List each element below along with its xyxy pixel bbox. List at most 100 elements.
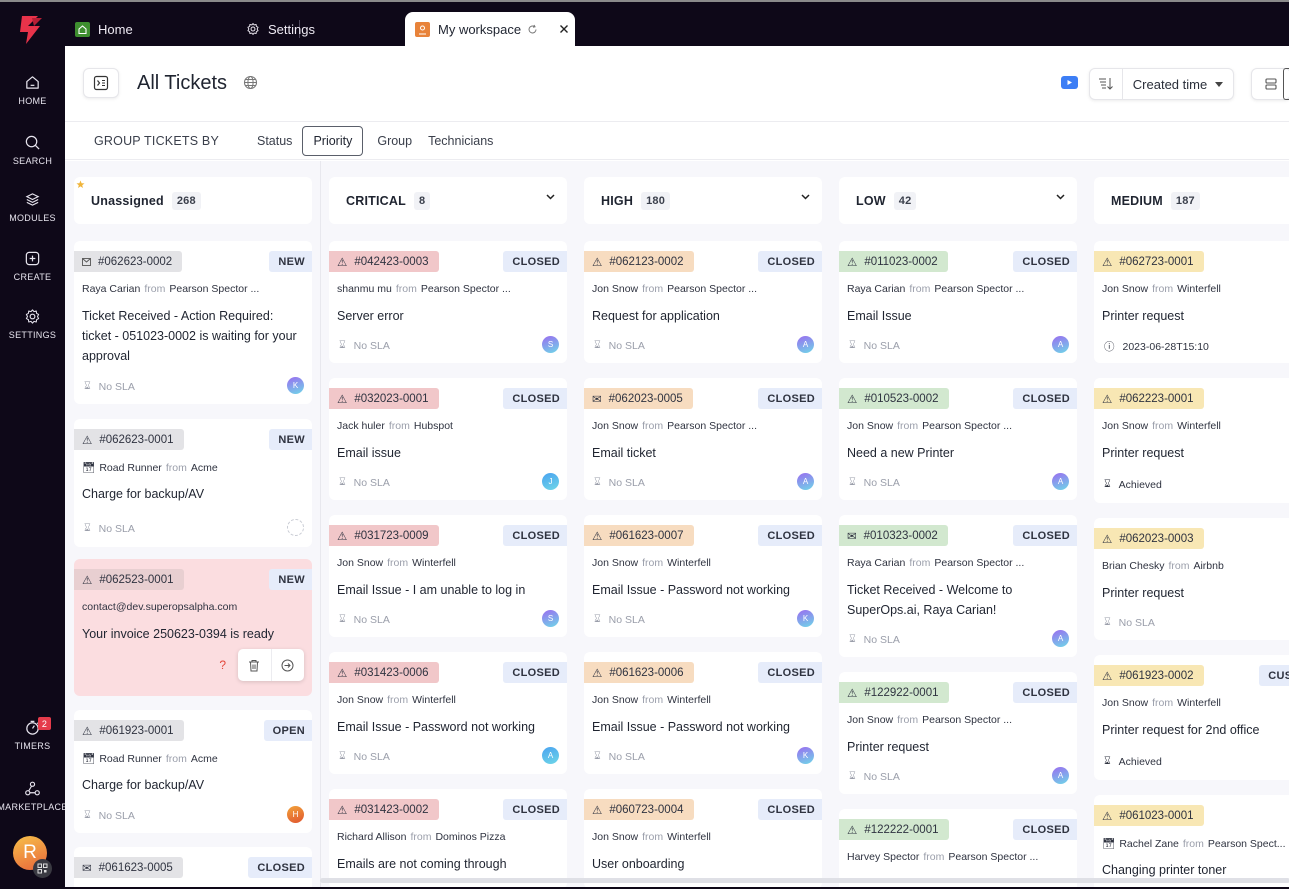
refresh-icon[interactable] <box>527 24 538 35</box>
ticket-card[interactable]: ⚠ #122922-0001 CLOSED Jon Snow from Pearson… <box>839 672 1077 794</box>
rail-item-create[interactable]: CREATE <box>0 250 65 282</box>
ticket-id-chip[interactable]: ⚠ #062623-0001 <box>74 429 184 450</box>
technician-avatar[interactable]: S <box>542 336 559 353</box>
technician-avatar[interactable]: A <box>1052 336 1069 353</box>
sort-direction-button[interactable] <box>1090 69 1123 99</box>
chevron-down-icon[interactable] <box>1056 194 1065 200</box>
ticket-id-chip[interactable]: ✉ #010323-0002 <box>839 525 948 546</box>
ticket-id-chip[interactable]: ⚠ #122922-0001 <box>839 682 949 703</box>
sort-field-select[interactable]: Created time <box>1123 77 1233 92</box>
ticket-card[interactable]: ⚠ #062123-0002 CLOSED Jon Snow from Pearson… <box>584 241 822 363</box>
ticket-card[interactable]: ⚠ #061623-0007 CLOSED Jon Snow from Winterf… <box>584 515 822 637</box>
ticket-card[interactable]: ⚠ #031423-0002 CLOSED Richard Allison from… <box>329 789 567 887</box>
ticket-card[interactable]: ⚠ #011023-0002 CLOSED Raya Carian from Pear… <box>839 241 1077 363</box>
ticket-id-chip[interactable]: ⚠ #061623-0007 <box>584 525 694 546</box>
technician-avatar[interactable]: S <box>542 610 559 627</box>
ticket-card[interactable]: ⚠ #062723-0001 Jon Snow from Winterfell Pri… <box>1094 241 1289 363</box>
rail-item-marketplace[interactable]: MARKETPLACE <box>0 780 67 812</box>
open-ticket-button[interactable] <box>272 649 305 681</box>
ticket-id-chip[interactable]: ⚠ #122222-0001 <box>839 819 949 840</box>
ticket-id-chip[interactable]: ⚠ #042423-0003 <box>329 251 439 272</box>
view-toggle-button[interactable] <box>1251 68 1289 100</box>
tab-my-workspace[interactable]: My workspace <box>405 12 575 46</box>
tab-settings[interactable]: Settings <box>245 12 315 46</box>
ticket-card[interactable]: ⚠ #062623-0001 NEW 📅︎ Road Runner from Acme… <box>74 419 312 547</box>
horizontal-scrollbar[interactable] <box>320 878 1289 883</box>
video-tutorial-icon[interactable] <box>1061 76 1078 89</box>
toggle-sidebar-button[interactable] <box>83 68 119 98</box>
technician-avatar[interactable]: A <box>1052 630 1069 647</box>
qr-code-icon[interactable] <box>33 859 52 878</box>
delete-button[interactable] <box>238 649 272 681</box>
technician-avatar[interactable]: A <box>797 336 814 353</box>
rail-item-modules[interactable]: MODULES <box>0 191 65 223</box>
ticket-id-chip[interactable]: ⚠ #032023-0001 <box>329 388 439 409</box>
ticket-card[interactable]: ✉ #061623-0005 CLOSED <box>74 847 312 887</box>
technician-avatar[interactable]: K <box>797 747 814 764</box>
help-icon[interactable]: ? <box>219 658 226 672</box>
ticket-card[interactable]: ⚠ #010523-0002 CLOSED Jon Snow from Pearson… <box>839 378 1077 500</box>
globe-icon[interactable] <box>243 75 258 90</box>
ticket-card[interactable]: ⚠ #031423-0006 CLOSED Jon Snow from Winterf… <box>329 652 567 774</box>
ticket-card[interactable]: #062623-0002 NEW Raya Carian from Pearson … <box>74 241 312 404</box>
ticket-id-chip[interactable]: ✉ #062023-0005 <box>584 388 693 409</box>
rail-item-search[interactable]: SEARCH <box>0 134 65 166</box>
technician-avatar[interactable]: H <box>287 806 304 823</box>
chevron-down-icon[interactable] <box>546 194 555 200</box>
ticket-card[interactable]: ⚠ #061623-0006 CLOSED Jon Snow from Winterf… <box>584 652 822 774</box>
plus-square-icon <box>25 251 40 266</box>
ticket-id-chip[interactable]: ⚠ #010523-0002 <box>839 388 949 409</box>
ticket-card[interactable]: ✉ #062023-0005 CLOSED Jon Snow from Pearson… <box>584 378 822 500</box>
technician-avatar[interactable]: J <box>542 473 559 490</box>
ticket-card[interactable]: ⚠#061023-0001 C 📅︎Rachel ZanefromPearson… <box>1094 795 1289 887</box>
ticket-id-chip[interactable]: ⚠ #031423-0006 <box>329 662 439 683</box>
board-view-button[interactable] <box>1283 68 1289 100</box>
ticket-card[interactable]: ✉ #010323-0002 CLOSED Raya Carian from Pear… <box>839 515 1077 657</box>
technician-avatar[interactable]: A <box>797 473 814 490</box>
ticket-id-chip[interactable]: ⚠ #031423-0002 <box>329 799 439 820</box>
technician-avatar[interactable]: A <box>1052 767 1069 784</box>
ticket-id-chip[interactable]: ⚠ #061023-0001 <box>1094 805 1204 826</box>
ticket-card[interactable]: ⚠ #061923-0001 OPEN 📅︎ Road Runner from Acm… <box>74 710 312 833</box>
ticket-id-chip[interactable]: ⚠ #062723-0001 <box>1094 251 1204 272</box>
ticket-card[interactable]: ⚠ #042423-0003 CLOSED shanmu mu from Pearso… <box>329 241 567 363</box>
ticket-subject: Email Issue - I am unable to log in <box>337 583 526 597</box>
technician-avatar[interactable]: K <box>797 610 814 627</box>
rail-item-settings[interactable]: SETTINGS <box>0 308 65 340</box>
assign-technician-button[interactable] <box>287 519 304 536</box>
ticket-subject: Ticket Received - Action Required: ticke… <box>82 309 297 363</box>
group-option-group[interactable]: Group <box>377 133 413 148</box>
ticket-id-chip[interactable]: ⚠ #062223-0001 <box>1094 388 1204 409</box>
ticket-id-chip[interactable]: ⚠ #031723-0009 <box>329 525 439 546</box>
ticket-id-chip[interactable]: ⚠ #061923-0001 <box>74 720 184 741</box>
ticket-card[interactable]: ⚠ #032023-0001 CLOSED Jack huler from Hubsp… <box>329 378 567 500</box>
ticket-id-chip[interactable]: ⚠ #061923-0002 <box>1094 665 1204 686</box>
technician-avatar[interactable]: K <box>287 377 304 394</box>
rail-item-timers[interactable]: 2 TIMERS <box>0 717 65 751</box>
ticket-id-chip[interactable]: ⚠ #061623-0006 <box>584 662 694 683</box>
ticket-card[interactable]: ⚠ #122222-0001 CLOSED Harvey Spector from P… <box>839 809 1077 887</box>
ticket-id-chip[interactable]: ⚠ #011023-0002 <box>839 251 948 272</box>
group-option-priority[interactable]: Priority <box>302 125 364 156</box>
technician-avatar[interactable]: A <box>542 747 559 764</box>
ticket-id-chip[interactable]: ⚠ #062523-0001 <box>74 569 184 590</box>
chevron-down-icon[interactable] <box>801 194 810 200</box>
ticket-card[interactable]: ⚠ #031723-0009 CLOSED Jon Snow from Winterf… <box>329 515 567 637</box>
close-tab-icon[interactable] <box>559 24 569 34</box>
ticket-id-chip[interactable]: ⚠ #062123-0002 <box>584 251 694 272</box>
ticket-card[interactable]: ⚠ #062523-0001 NEW contact@dev.superopsa… <box>74 559 312 696</box>
group-option-status[interactable]: Status <box>257 133 293 148</box>
ticket-id-chip[interactable]: #062623-0002 <box>74 251 183 272</box>
technician-avatar[interactable]: A <box>1052 473 1069 490</box>
ticket-id-chip[interactable]: ⚠ #060723-0004 <box>584 799 694 820</box>
ticket-card[interactable]: ⚠ #061923-0002 CUSTOMER R Jon SnowfromWin… <box>1094 655 1289 780</box>
rail-item-home[interactable]: HOME <box>0 74 65 106</box>
group-option-technicians[interactable]: Technicians <box>428 133 494 148</box>
superops-logo[interactable] <box>14 12 48 48</box>
ticket-card[interactable]: ⚠ #060723-0004 CLOSED Jon Snow from Winterf… <box>584 789 822 887</box>
ticket-id-chip[interactable]: ⚠ #062023-0003 <box>1094 528 1204 549</box>
ticket-id-chip[interactable]: ✉ #061623-0005 <box>74 857 183 878</box>
tab-home[interactable]: Home <box>75 12 133 46</box>
